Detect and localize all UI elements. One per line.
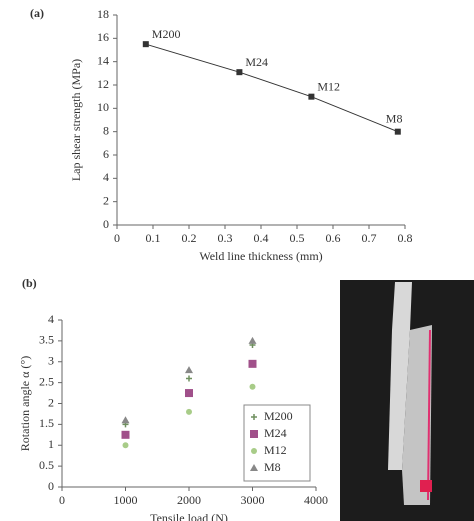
y-axis-title: Lap shear strength (MPa) [69, 59, 83, 181]
marker [248, 359, 257, 368]
x-tick-label: 3000 [241, 493, 265, 507]
marker [185, 389, 193, 398]
marker [122, 442, 129, 449]
point-label: M8 [386, 111, 403, 125]
x-tick-label: 0.3 [218, 231, 233, 245]
y-tick-label: 16 [97, 30, 109, 44]
legend-label: M8 [264, 460, 281, 474]
data-point [308, 93, 315, 100]
y-tick-label: 1.5 [39, 416, 54, 430]
y-tick-label: 4 [48, 312, 54, 326]
y-tick-label: 18 [97, 7, 109, 21]
marker [121, 416, 130, 424]
y-tick-label: 0.5 [39, 458, 54, 472]
x-tick-label: 0.7 [362, 231, 377, 245]
x-tick-label: 2000 [177, 493, 201, 507]
marker [185, 366, 193, 374]
data-point [236, 69, 243, 76]
y-tick-label: 1 [48, 437, 54, 451]
y-tick-label: 12 [97, 77, 109, 91]
marker [121, 430, 130, 439]
x-tick-label: 0.1 [146, 231, 161, 245]
panel-label: (b) [22, 276, 37, 290]
legend-label: M24 [264, 426, 287, 440]
y-tick-label: 0 [48, 479, 54, 493]
legend-marker [251, 414, 257, 420]
point-label: M200 [152, 27, 181, 41]
y-tick-label: 2 [48, 395, 54, 409]
x-tick-label: 0 [59, 493, 65, 507]
y-tick-label: 3.5 [39, 333, 54, 347]
panel-label: (a) [30, 6, 44, 20]
y-tick-label: 0 [103, 217, 109, 231]
y-tick-label: 3 [48, 354, 54, 368]
x-tick-label: 0.4 [254, 231, 269, 245]
x-tick-label: 4000 [304, 493, 328, 507]
y-tick-label: 4 [103, 170, 109, 184]
marker [249, 383, 256, 390]
x-axis-title: Tensile load (N) [150, 511, 228, 521]
x-tick-label: 0.6 [326, 231, 341, 245]
x-tick-label: 0.5 [290, 231, 305, 245]
x-tick-label: 0.8 [398, 231, 413, 245]
x-tick-label: 0 [114, 231, 120, 245]
x-tick-label: 0.2 [182, 231, 197, 245]
photo [340, 280, 474, 521]
x-axis-title: Weld line thickness (mm) [199, 249, 322, 263]
legend-marker [250, 464, 258, 471]
marker [248, 336, 257, 344]
y-tick-label: 2 [103, 193, 109, 207]
marker [186, 375, 192, 382]
y-axis-title: Rotation angle α (°) [18, 356, 32, 451]
legend-marker [251, 448, 257, 454]
marker [186, 408, 192, 415]
y-tick-label: 14 [97, 53, 109, 67]
legend-label: M12 [264, 443, 287, 457]
data-line [145, 43, 398, 133]
legend-marker [250, 430, 258, 438]
point-label: M12 [317, 79, 340, 93]
y-tick-label: 8 [103, 123, 109, 137]
legend-label: M200 [264, 409, 293, 423]
data-point [142, 41, 149, 48]
y-tick-label: 6 [103, 147, 109, 161]
y-tick-label: 10 [97, 100, 109, 114]
point-label: M24 [245, 55, 268, 69]
x-tick-label: 1000 [114, 493, 138, 507]
data-point [394, 128, 401, 135]
y-tick-label: 2.5 [39, 374, 54, 388]
